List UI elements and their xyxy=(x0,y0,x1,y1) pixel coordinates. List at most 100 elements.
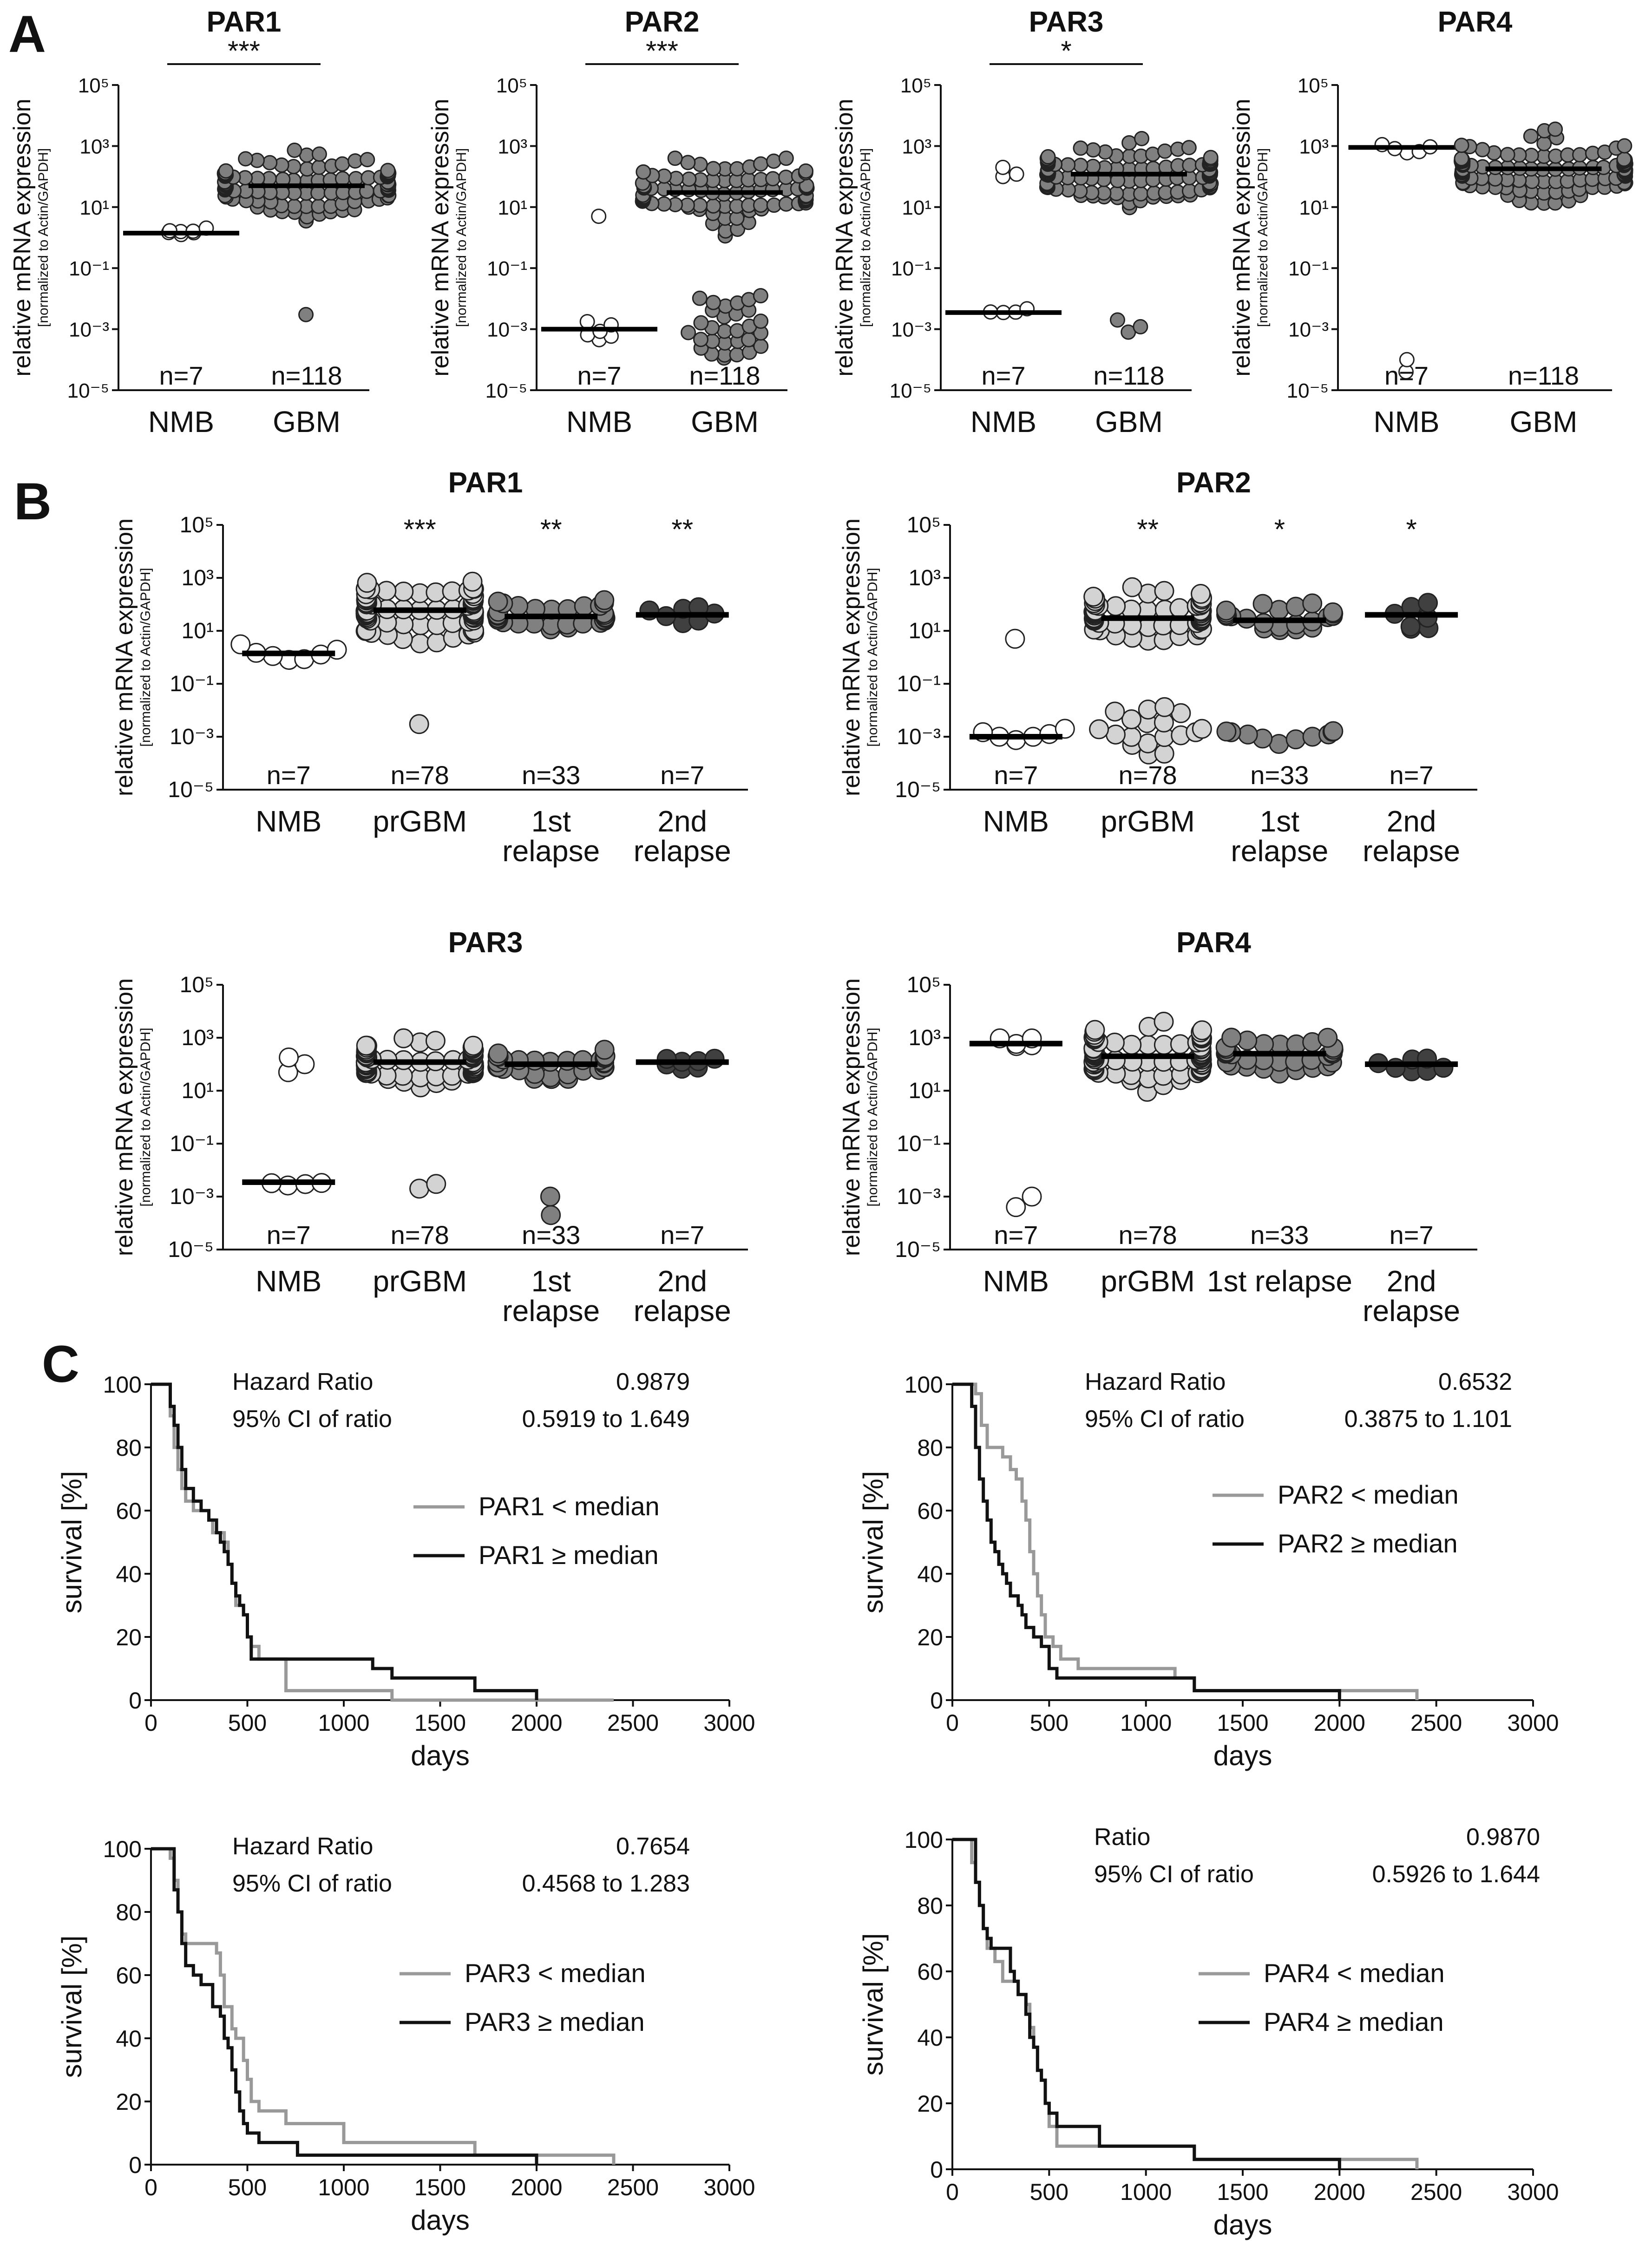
data-point xyxy=(1216,721,1237,742)
survival-curve-0 xyxy=(151,1382,614,1702)
y-tick-label: 10¹ xyxy=(79,196,109,219)
data-point xyxy=(1105,724,1126,745)
data-point xyxy=(1400,616,1421,637)
n-count-label: n=78 xyxy=(1119,1220,1177,1250)
data-point xyxy=(705,198,721,214)
data-point xyxy=(393,582,414,602)
data-point xyxy=(334,156,350,172)
category-label: prGBM xyxy=(1101,805,1195,838)
data-point xyxy=(1122,577,1142,597)
data-point xyxy=(1055,719,1075,739)
data-point xyxy=(1318,1028,1338,1048)
y-tick-label: 10⁵ xyxy=(1298,74,1329,97)
data-point xyxy=(1121,709,1142,730)
data-point xyxy=(1022,1186,1042,1207)
data-point xyxy=(310,185,326,201)
data-point xyxy=(1191,584,1211,604)
data-point xyxy=(1454,151,1469,167)
chart-title: PAR4 xyxy=(1438,6,1513,38)
panel-letter-b: B xyxy=(14,472,52,530)
significance-star: *** xyxy=(228,35,260,66)
y-tick-label: 10¹ xyxy=(909,619,941,643)
data-point xyxy=(1109,312,1125,328)
data-point xyxy=(298,307,314,322)
y-tick-label: 10¹ xyxy=(182,619,214,643)
y-tick-label: 10⁻³ xyxy=(170,1185,214,1209)
n-count-label: n=118 xyxy=(1093,361,1164,390)
data-point xyxy=(409,1178,430,1199)
legend-label: PAR1 ≥ median xyxy=(479,1540,659,1570)
y-tick-label: 10¹ xyxy=(182,1079,214,1103)
category-label: 1st relapse xyxy=(1207,1264,1352,1298)
y-tick-label: 20 xyxy=(116,1624,142,1650)
stat-label: Hazard Ratio xyxy=(232,1368,373,1395)
data-point xyxy=(1254,1034,1274,1054)
data-point xyxy=(1617,138,1632,154)
data-point xyxy=(1323,602,1343,622)
category-label: GBM xyxy=(1510,405,1578,439)
x-axis-label: days xyxy=(1213,2209,1272,2240)
y-tick-label: 10¹ xyxy=(498,196,527,219)
category-label: NMB xyxy=(1373,405,1439,439)
x-tick-label: 1000 xyxy=(1120,2179,1172,2205)
data-point xyxy=(1006,730,1026,750)
data-point xyxy=(279,1047,299,1067)
y-tick-label: 10¹ xyxy=(902,196,931,219)
data-point xyxy=(1500,147,1515,163)
y-axis-sublabel: [normalized to Actin/GAPDH] xyxy=(1255,148,1271,327)
data-point xyxy=(1238,724,1258,745)
y-tick-label: 10¹ xyxy=(1299,196,1329,219)
data-point xyxy=(218,163,234,179)
data-point xyxy=(591,209,607,224)
x-tick-label: 2500 xyxy=(607,2174,659,2200)
data-point xyxy=(1285,596,1306,617)
n-count-label: n=33 xyxy=(1250,760,1309,790)
y-tick-label: 10⁻³ xyxy=(170,725,214,749)
data-point xyxy=(1133,186,1149,202)
y-tick-label: 10⁻³ xyxy=(891,319,931,341)
data-point xyxy=(1253,613,1274,633)
significance-star: ** xyxy=(671,514,693,545)
data-point xyxy=(693,315,709,331)
y-tick-label: 40 xyxy=(917,1561,943,1587)
significance-star: * xyxy=(1061,35,1071,66)
y-tick-label: 40 xyxy=(116,1561,142,1587)
survival-curve-1 xyxy=(151,1382,538,1700)
data-point xyxy=(594,590,615,610)
x-tick-label: 0 xyxy=(946,1710,959,1736)
data-point xyxy=(1323,721,1344,741)
data-point xyxy=(636,164,651,180)
data-point xyxy=(410,633,430,654)
data-point xyxy=(778,170,794,185)
y-axis-label: relative mRNA expression xyxy=(838,518,865,796)
data-point xyxy=(765,171,781,187)
n-count-label: n=7 xyxy=(267,760,311,790)
data-point xyxy=(1221,1028,1242,1048)
y-axis-label: survival [%] xyxy=(858,1471,889,1614)
data-point xyxy=(1523,128,1539,144)
data-point xyxy=(1192,1020,1213,1041)
data-point xyxy=(1073,140,1088,156)
y-tick-label: 10⁻³ xyxy=(897,725,941,749)
data-point xyxy=(463,1035,484,1056)
significance-star: *** xyxy=(404,514,436,545)
y-tick-label: 10⁻⁵ xyxy=(1287,380,1329,402)
y-tick-label: 10⁻⁵ xyxy=(67,380,109,402)
stat-value: 0.9870 xyxy=(1466,1824,1540,1851)
data-point xyxy=(360,152,375,168)
y-tick-label: 10⁻³ xyxy=(1288,319,1329,341)
survival-curve-1 xyxy=(952,1382,1341,1700)
data-point xyxy=(741,172,756,188)
x-tick-label: 1000 xyxy=(318,2174,369,2200)
y-tick-label: 60 xyxy=(917,1498,943,1524)
y-tick-label: 0 xyxy=(930,1688,943,1714)
data-point xyxy=(488,1043,509,1064)
y-tick-label: 10⁻¹ xyxy=(897,672,941,696)
data-point xyxy=(1060,157,1076,173)
y-tick-label: 10³ xyxy=(909,566,941,590)
category-label: NMB xyxy=(970,405,1036,439)
category-label: 2nd relapse xyxy=(1363,805,1460,868)
category-label: GBM xyxy=(1095,405,1163,439)
data-point xyxy=(778,151,794,166)
